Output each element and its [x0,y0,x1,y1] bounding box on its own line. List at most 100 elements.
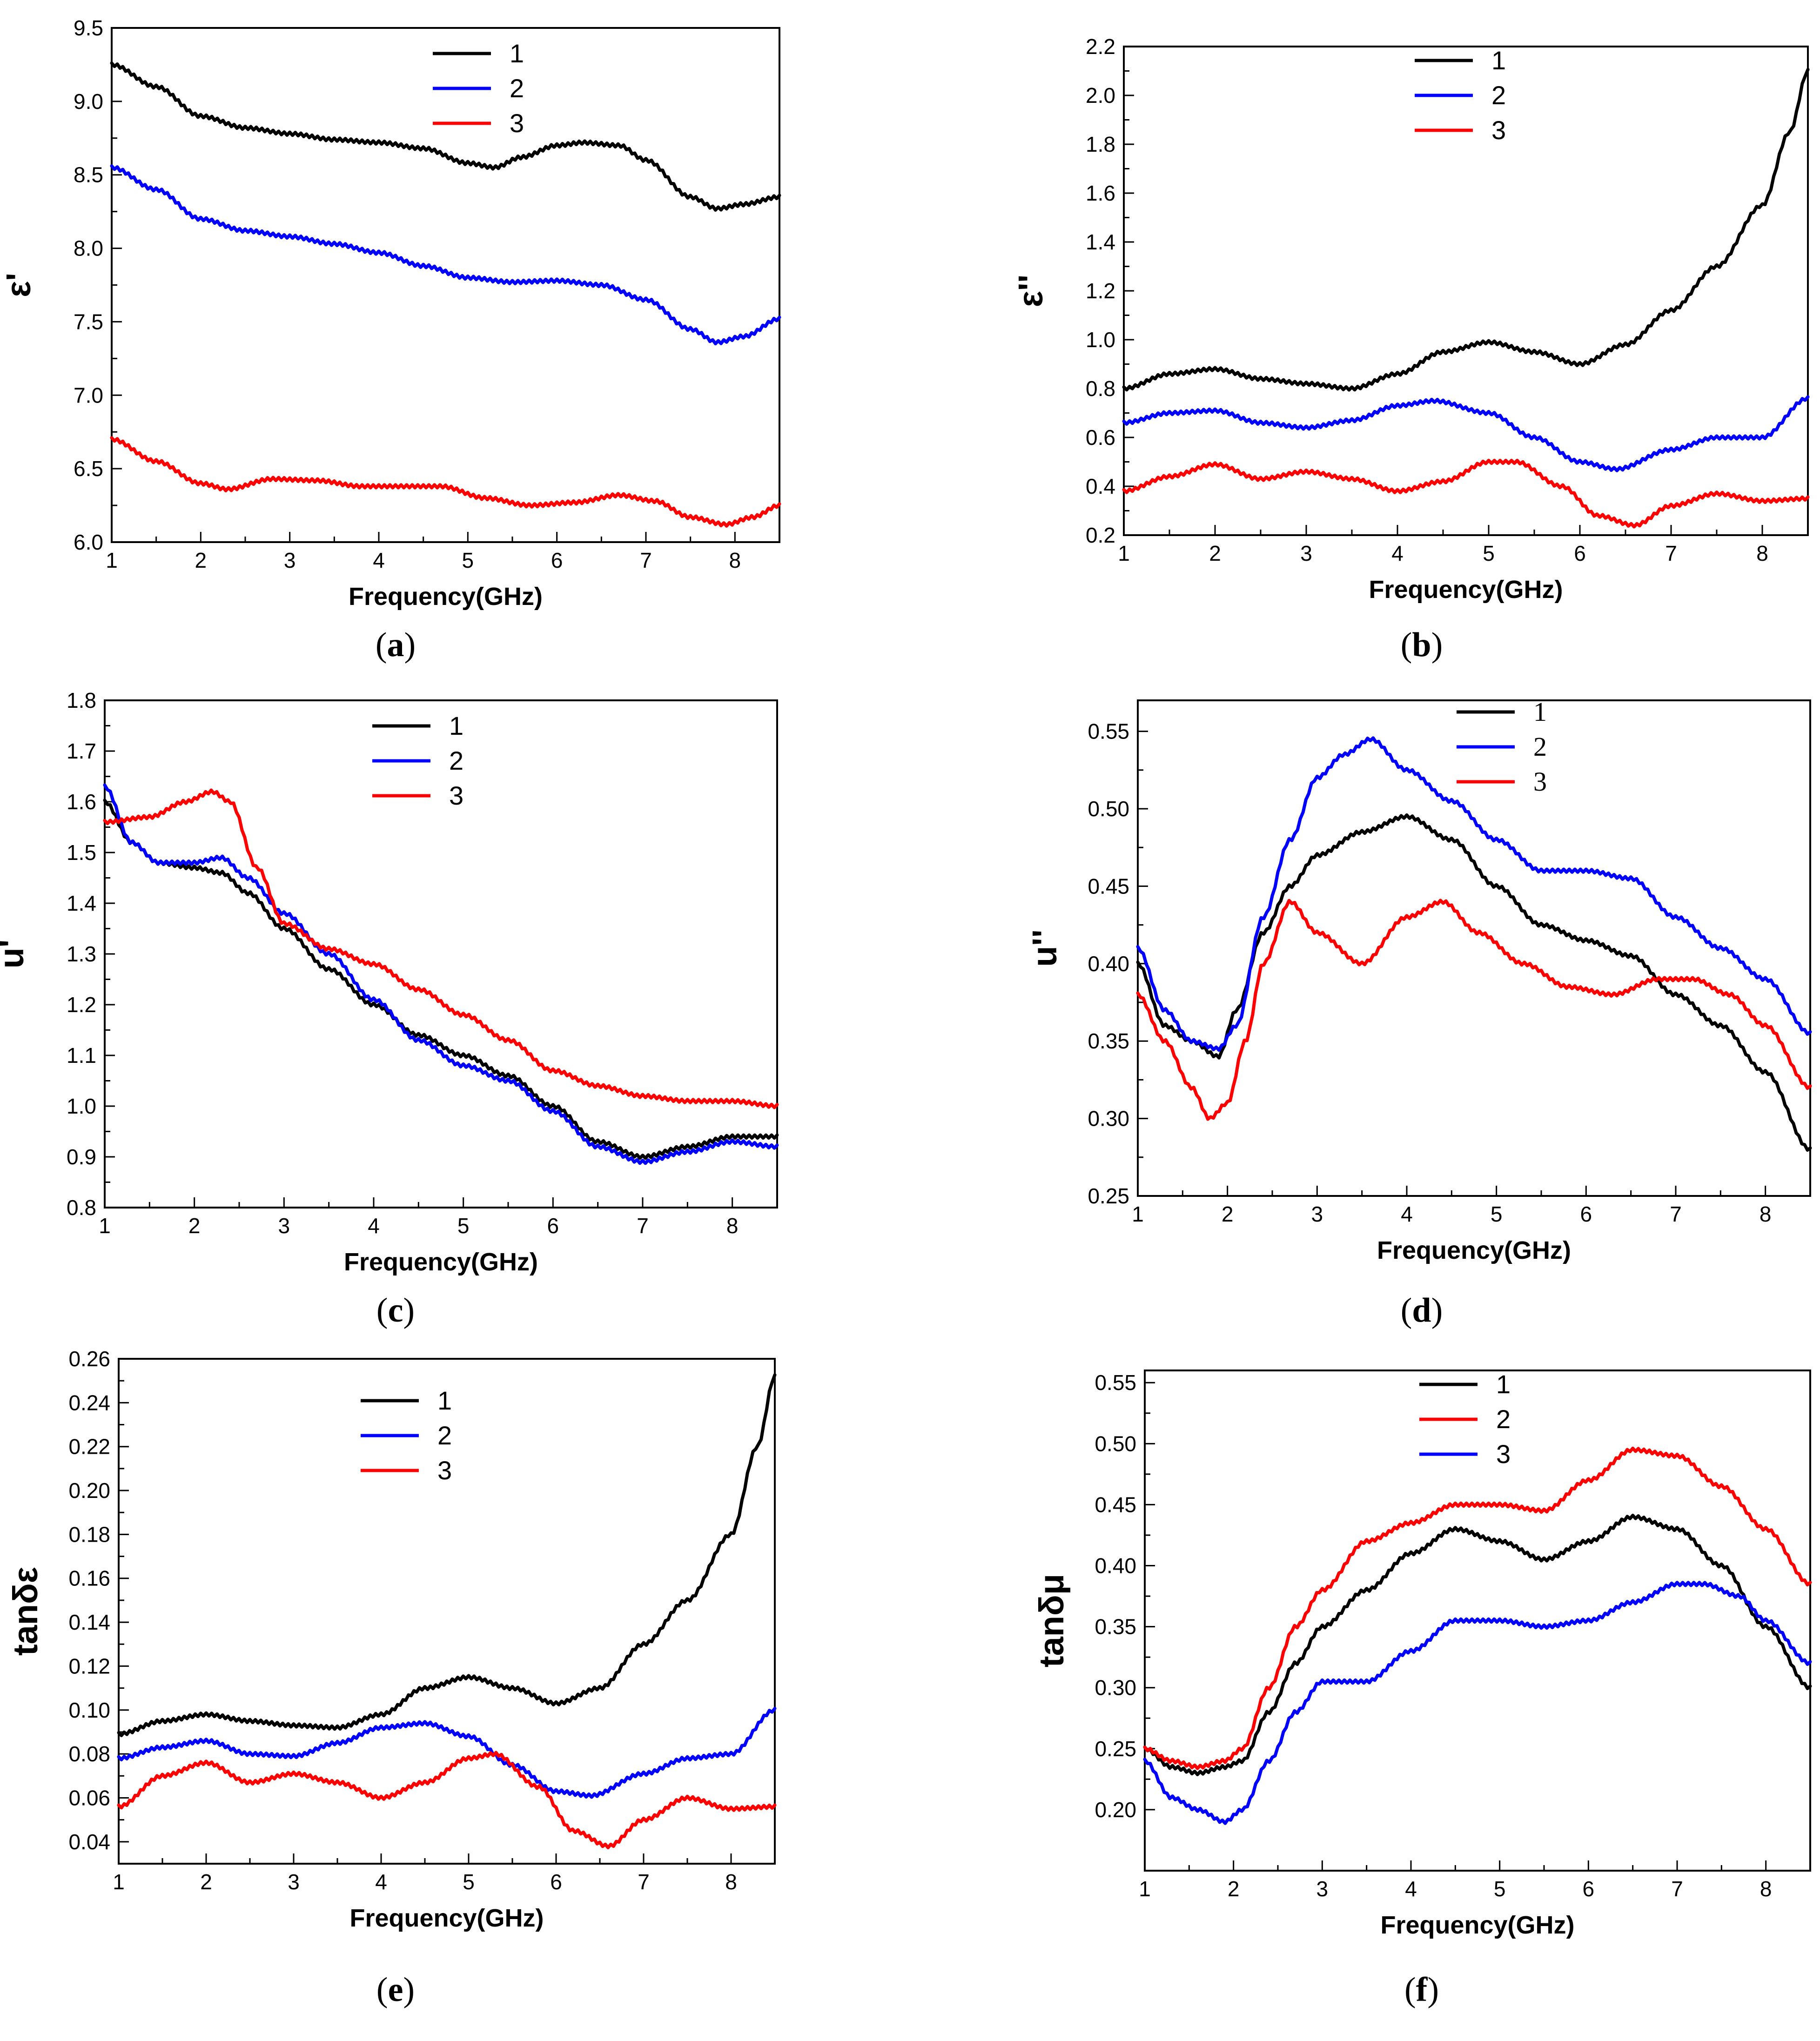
series-line-1 [1143,1513,1812,1776]
legend-label-1: 1 [1533,697,1547,727]
x-tick-label: 2 [1228,1877,1240,1901]
plot-frame [111,27,780,543]
y-tick-label: 1.4 [1086,230,1115,254]
y-axis-label: u' [0,940,31,969]
x-tick-label: 6 [551,548,563,572]
y-tick-label: 0.06 [68,1786,110,1810]
x-tick-label: 1 [113,1870,125,1894]
series-line-3 [117,1751,777,1849]
series-line-2 [1122,395,1810,472]
x-tick-label: 3 [1300,541,1312,565]
y-tick-label: 0.16 [68,1566,110,1591]
y-tick-label: 0.55 [1095,1370,1136,1395]
y-tick-label: 0.20 [1095,1798,1136,1822]
legend-label-2: 2 [1533,732,1547,762]
y-tick-label: 1.2 [67,993,96,1017]
y-tick-label: 1.6 [1086,181,1115,205]
legend: 1 2 3 [361,1386,452,1485]
y-axis-label: tanδε [6,1567,45,1656]
y-tick-label: 8.0 [74,236,103,261]
x-tick-label: 8 [1760,1202,1772,1226]
y-tick-label: 0.30 [1088,1107,1129,1131]
legend-label-1: 1 [1496,1370,1511,1399]
y-tick-label: 0.45 [1088,874,1129,898]
x-tick-label: 7 [1665,541,1677,565]
legend-label-2: 2 [449,746,463,775]
x-tick-label: 3 [1311,1202,1323,1226]
legend-label-2: 2 [510,74,524,103]
y-axis-label: ε' [0,273,38,297]
x-tick-label: 6 [1574,541,1586,565]
x-tick-label: 5 [457,1214,470,1238]
x-tick-label: 3 [288,1870,300,1894]
y-tick-label: 0.20 [68,1478,110,1503]
x-tick-label: 2 [200,1870,212,1894]
x-tick-label: 6 [1583,1877,1595,1901]
x-tick-label: 4 [368,1214,380,1238]
y-tick-label: 0.8 [1086,376,1115,401]
panel-caption: (c) [376,1291,415,1329]
series-line-2 [1136,736,1812,1052]
x-tick-label: 7 [638,1870,650,1894]
y-tick-label: 0.55 [1088,719,1129,744]
y-tick-label: 0.18 [68,1522,110,1546]
x-tick-label: 3 [284,548,296,572]
y-tick-label: 1.8 [1086,132,1115,156]
y-tick-label: 1.1 [67,1043,96,1067]
y-tick-label: 8.5 [74,163,103,187]
y-tick-label: 0.04 [68,1830,110,1854]
x-tick-label: 5 [462,548,474,572]
y-tick-label: 1.8 [67,688,96,712]
x-tick-label: 6 [1580,1202,1592,1226]
x-axis-label: Frequency(GHz) [1369,576,1563,604]
legend-label-1: 1 [510,39,524,68]
chart-panel-d: 1 2 3 4 5 6 7 8 0.25 0.30 0.35 0.40 0.45 0.50 0.55 Freq… [1025,697,1812,1329]
x-tick-label: 8 [729,548,741,572]
x-axis-label: Frequency(GHz) [1377,1236,1571,1264]
x-tick-label: 5 [463,1870,475,1894]
x-tick-label: 7 [637,1214,649,1238]
legend-label-2: 2 [1496,1404,1511,1434]
y-tick-label: 2.2 [1086,34,1115,59]
chart-panel-e: 1 2 3 4 5 6 7 8 0.04 0.06 0.08 0.10 0.12 0.14 0.16 0.18… [6,1347,777,2009]
x-tick-label: 7 [1671,1877,1683,1901]
x-tick-label: 6 [550,1870,562,1894]
y-tick-label: 1.7 [67,739,96,763]
chart-panel-f: 1 2 3 4 5 6 7 8 0.20 0.25 0.30 0.35 0.40 0.45 0.50 0.55… [1032,1370,1812,2009]
y-tick-label: 0.12 [68,1654,110,1678]
y-tick-label: 0.2 [1086,523,1115,547]
legend-label-3: 3 [1496,1439,1511,1469]
panel-caption: (f) [1404,1971,1439,2009]
x-tick-label: 5 [1494,1877,1506,1901]
legend: 1 2 3 [433,39,524,138]
y-tick-label: 1.3 [67,942,96,966]
series-line-2 [117,1707,777,1799]
x-tick-label: 8 [726,1214,739,1238]
legend: 1 2 3 [1419,1370,1511,1469]
series-line-3 [1143,1581,1812,1825]
y-tick-label: 0.10 [68,1698,110,1722]
y-tick-label: 0.14 [68,1610,110,1634]
y-tick-label: 6.5 [74,457,103,481]
panel-caption: (e) [376,1971,415,2009]
y-tick-label: 0.40 [1088,952,1129,976]
series-line-3 [103,788,779,1109]
x-tick-label: 2 [1209,541,1221,565]
y-tick-label: 0.6 [1086,425,1115,450]
x-tick-label: 7 [640,548,652,572]
y-tick-label: 0.45 [1095,1492,1136,1517]
y-tick-label: 0.40 [1095,1554,1136,1578]
x-tick-label: 1 [1118,541,1130,565]
y-tick-label: 1.2 [1086,279,1115,303]
y-tick-label: 0.8 [67,1195,96,1220]
series-line-3 [1122,458,1810,529]
x-tick-label: 1 [1132,1202,1144,1226]
y-tick-label: 0.9 [67,1145,96,1169]
legend: 1 2 3 [1415,46,1506,145]
y-tick-label: 9.5 [74,16,103,40]
y-tick-label: 6.0 [74,530,103,554]
y-tick-label: 0.35 [1095,1615,1136,1639]
x-axis-label: Frequency(GHz) [349,1904,544,1932]
plot-frame [118,1358,776,1865]
